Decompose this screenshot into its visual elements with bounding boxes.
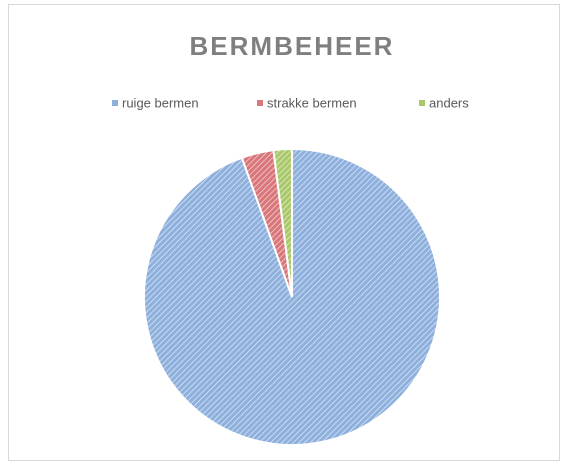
legend-swatch [419, 100, 425, 106]
chart-title: BERMBEHEER [190, 31, 395, 61]
legend-label: ruige bermen [122, 95, 199, 110]
legend-swatch [112, 100, 118, 106]
legend-label: anders [429, 95, 469, 110]
legend-label: strakke bermen [267, 95, 357, 110]
pie-slice [272, 147, 293, 298]
legend-swatch [257, 100, 263, 106]
